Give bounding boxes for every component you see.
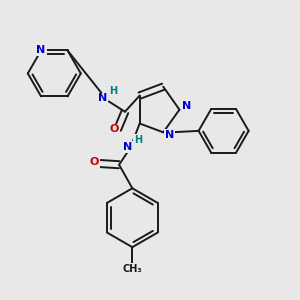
Text: N: N xyxy=(165,130,174,140)
Text: CH₃: CH₃ xyxy=(122,264,142,274)
Text: H: H xyxy=(109,86,117,96)
Text: O: O xyxy=(89,157,99,167)
Text: H: H xyxy=(134,135,142,145)
Text: O: O xyxy=(110,124,119,134)
Text: N: N xyxy=(182,101,191,111)
Text: N: N xyxy=(36,46,46,56)
Text: N: N xyxy=(123,142,133,152)
Text: N: N xyxy=(98,94,107,103)
